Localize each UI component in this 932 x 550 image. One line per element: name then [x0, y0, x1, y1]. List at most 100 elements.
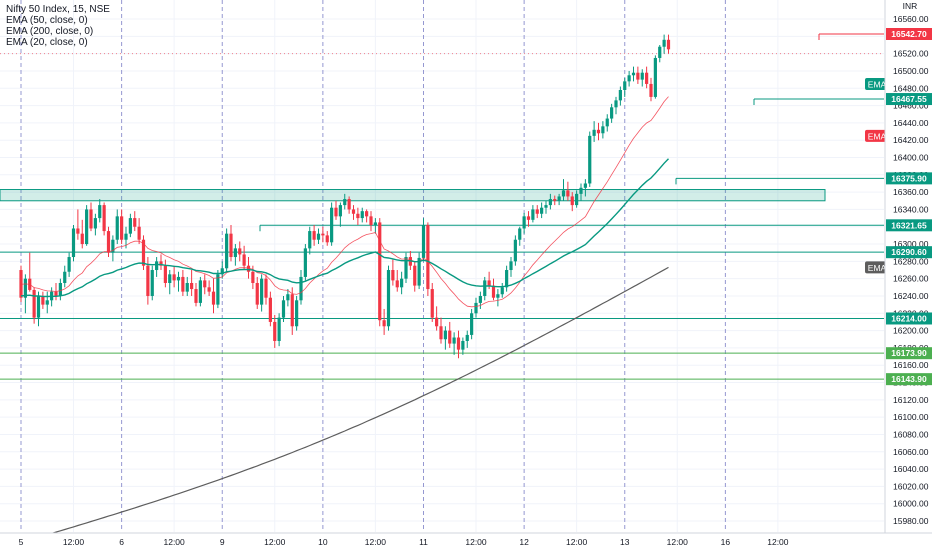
candle-body	[203, 280, 207, 288]
candle-body	[478, 295, 482, 303]
candle-body	[421, 225, 426, 258]
candle-body	[338, 205, 342, 217]
candle-body	[168, 274, 172, 283]
candle-body	[570, 196, 574, 206]
price-badge	[886, 172, 932, 185]
x-tick-label: 12:00	[667, 537, 689, 547]
candle-body	[636, 72, 640, 80]
y-tick-label: 16120.00	[893, 395, 929, 405]
candle-body	[89, 209, 93, 229]
candle-body	[448, 330, 452, 344]
candle-body	[32, 289, 36, 318]
candle-body	[141, 239, 146, 266]
y-tick-label: 16360.00	[893, 187, 929, 197]
y-tick-label: 16160.00	[893, 360, 929, 370]
x-tick-label: 11	[419, 537, 428, 547]
candle-body	[264, 278, 268, 298]
x-tick-label: 5	[19, 537, 24, 547]
candle-body	[500, 287, 504, 295]
candle-body	[85, 209, 89, 245]
candle-body	[251, 271, 255, 283]
candle-body	[242, 254, 246, 266]
candle-body	[373, 222, 377, 226]
candle-body	[509, 261, 513, 271]
candle-body	[41, 295, 45, 305]
candle-body	[216, 274, 220, 305]
price-axis-bg	[885, 0, 932, 550]
candle-body	[23, 278, 27, 298]
currency-label: INR	[903, 1, 918, 11]
candle-body	[535, 209, 539, 214]
candle-body	[653, 57, 657, 97]
candle-body	[330, 207, 334, 243]
candle-body	[233, 248, 237, 258]
y-tick-label: 16500.00	[893, 66, 929, 76]
price-badge-label: 16321.65	[891, 220, 927, 230]
y-tick-label: 16300.00	[893, 239, 929, 249]
price-badge-label: 16173.90	[891, 348, 927, 358]
candle-body	[566, 190, 570, 197]
time-axis-bg	[0, 533, 932, 550]
candle-body	[102, 205, 106, 232]
support-zone	[0, 189, 826, 202]
candle-body	[176, 276, 181, 281]
candle-body	[312, 231, 316, 240]
candle-body	[281, 300, 286, 318]
x-tick-label: 13	[620, 537, 630, 547]
y-tick-label: 15980.00	[893, 516, 929, 526]
candle-body	[391, 270, 395, 281]
candle-body	[128, 218, 132, 234]
candle-body	[605, 118, 609, 127]
candle-body	[356, 213, 360, 219]
y-tick-label: 16240.00	[893, 291, 929, 301]
ema-tag	[865, 129, 889, 142]
candle-body	[111, 239, 115, 253]
candle-body	[190, 282, 194, 290]
y-tick-label: 16060.00	[893, 447, 929, 457]
ema-200-line	[20, 266, 669, 544]
chart-title: Nifty 50 Index, 15, NSE	[6, 4, 110, 15]
candle-body	[260, 278, 264, 305]
candle-body	[483, 280, 487, 296]
candle-body	[487, 280, 491, 286]
candle-body	[133, 218, 137, 227]
candle-body	[150, 270, 154, 296]
candle-body	[378, 222, 382, 321]
price-badge	[886, 373, 932, 386]
candle-body	[325, 235, 329, 243]
candles	[19, 34, 671, 359]
candle-body	[614, 100, 618, 108]
candle-body	[395, 280, 399, 288]
y-tick-label: 16560.00	[893, 14, 929, 24]
candle-body	[36, 295, 41, 318]
ema-tag-label: EMA	[868, 131, 887, 141]
candle-body	[618, 89, 622, 101]
candle-body	[583, 183, 587, 188]
candle-body	[295, 300, 299, 327]
price-badge	[886, 347, 932, 360]
candle-body	[548, 199, 552, 206]
candle-body	[474, 302, 478, 314]
price-badge	[886, 28, 932, 40]
candle-body	[351, 209, 356, 214]
y-tick-label: 16040.00	[893, 464, 929, 474]
x-tick-label: 12:00	[465, 537, 487, 547]
candle-body	[238, 248, 242, 255]
grid	[0, 0, 884, 532]
candle-body	[124, 233, 128, 240]
y-tick-label: 16420.00	[893, 135, 929, 145]
candle-body	[439, 326, 443, 340]
candle-body	[246, 265, 251, 272]
candle-body	[286, 294, 290, 301]
candle-body	[268, 297, 272, 322]
y-tick-label: 16440.00	[893, 118, 929, 128]
candle-body	[115, 216, 119, 240]
x-tick-label: 12	[519, 537, 529, 547]
candle-body	[610, 107, 614, 119]
candle-body	[93, 218, 97, 229]
candle-body	[58, 282, 62, 296]
candle-body	[540, 207, 544, 214]
candle-body	[386, 270, 391, 327]
